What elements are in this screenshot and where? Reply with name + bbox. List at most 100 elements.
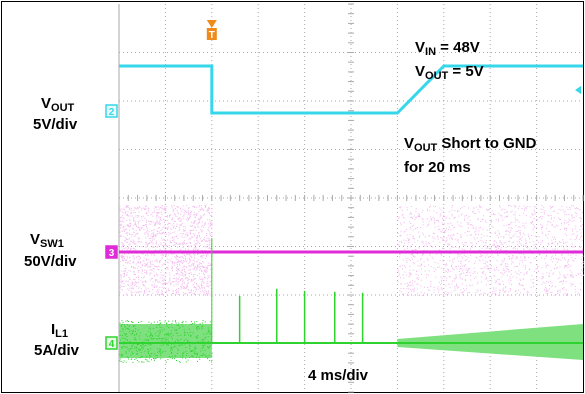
- vsw1-noise-dot: [408, 294, 410, 296]
- il1-noise-dot: [130, 348, 132, 350]
- vsw1-noise-dot: [537, 266, 539, 267]
- il1-switching-noise: [119, 320, 213, 363]
- vsw1-noise-dot: [509, 277, 511, 279]
- vsw1-noise-dot: [189, 278, 191, 280]
- vsw1-noise-dot: [420, 263, 422, 265]
- vsw1-noise-dot: [411, 206, 413, 207]
- vsw1-noise-dot: [126, 214, 128, 216]
- vsw1-noise-dot: [518, 289, 520, 291]
- vsw1-noise-dot: [437, 288, 439, 290]
- il1-noise-dot: [162, 344, 164, 346]
- vsw1-noise-dot: [522, 284, 524, 286]
- il1-noise-dot: [191, 323, 193, 325]
- vsw1-noise-dot: [543, 276, 545, 278]
- vsw1-noise-dot: [189, 269, 191, 271]
- vsw1-noise-dot: [193, 247, 195, 249]
- vsw1-noise-dot: [428, 270, 430, 272]
- vsw1-noise-dot: [423, 261, 425, 263]
- vsw1-noise-dot: [181, 271, 183, 273]
- vsw1-noise-dot: [192, 268, 194, 270]
- vsw1-noise-dot: [411, 254, 413, 256]
- trigger-label: T: [209, 30, 215, 41]
- vsw1-noise-dot: [137, 233, 139, 235]
- il1-noise-dot: [167, 345, 169, 346]
- vsw1-noise-dot: [151, 241, 153, 243]
- vsw1-noise-dot: [485, 263, 487, 265]
- vsw1-noise-dot: [208, 244, 210, 246]
- vsw1-noise-dot: [409, 269, 411, 271]
- vsw1-noise-dot: [180, 211, 182, 212]
- il1-noise-dot: [146, 359, 148, 361]
- vsw1-noise-dot: [503, 291, 505, 293]
- vsw1-noise-dot: [429, 210, 431, 212]
- vsw1-noise-dot: [503, 259, 505, 261]
- vsw1-noise-dot: [177, 268, 179, 270]
- vsw1-noise-dot: [200, 263, 202, 264]
- il1-noise-dot: [178, 325, 180, 327]
- il1-noise-dot: [139, 348, 141, 350]
- vsw1-noise-dot: [487, 209, 489, 211]
- vsw1-noise-dot: [179, 261, 181, 263]
- vsw1-noise-dot: [478, 211, 480, 213]
- vsw1-noise-dot: [128, 246, 129, 248]
- vsw1-noise-dot: [500, 242, 502, 243]
- il1-noise-dot: [186, 355, 187, 357]
- vsw1-noise-dot: [133, 220, 135, 222]
- vsw1-noise-dot: [516, 236, 518, 238]
- il1-noise-dot: [191, 355, 193, 357]
- vsw1-noise-dot: [148, 294, 150, 296]
- vsw1-noise-dot: [168, 259, 170, 261]
- vsw1-noise-dot: [555, 258, 557, 259]
- vsw1-noise-dot: [207, 282, 209, 284]
- vsw1-noise-dot: [567, 248, 569, 250]
- vsw1-noise-dot: [527, 247, 529, 249]
- vsw1-noise-dot: [172, 262, 174, 264]
- vsw1-noise-dot: [182, 226, 184, 228]
- vsw1-noise-dot: [200, 217, 202, 219]
- vsw1-noise-dot: [132, 294, 134, 296]
- il1-noise-dot: [138, 348, 140, 350]
- vsw1-noise-dot: [415, 249, 417, 250]
- vsw1-noise-dot: [177, 256, 179, 258]
- vsw1-noise-dot: [535, 289, 537, 291]
- vsw1-noise-dot: [433, 287, 435, 288]
- vsw1-noise-dot: [466, 274, 468, 276]
- il1-noise-dot: [177, 339, 178, 341]
- vsw1-noise-dot: [188, 216, 190, 218]
- vsw1-noise-dot: [571, 214, 573, 216]
- vsw1-noise-dot: [183, 268, 185, 270]
- vsw1-noise-dot: [123, 274, 125, 276]
- vsw1-noise-dot: [547, 214, 549, 216]
- vsw1-noise-dot: [140, 227, 142, 229]
- vsw1-noise-dot: [553, 220, 555, 222]
- il1-noise-dot: [209, 332, 210, 334]
- vsw1-noise-dot: [183, 292, 185, 294]
- ch4-marker-box: [105, 336, 118, 350]
- vsw1-noise-dot: [136, 257, 138, 259]
- vsw1-noise-dot: [410, 289, 412, 291]
- vsw1-noise-dot: [164, 206, 166, 208]
- vsw1-noise-dot: [582, 266, 584, 268]
- il1-noise-dot: [158, 351, 160, 353]
- il1-noise-dot: [129, 341, 131, 342]
- vsw1-noise-dot: [480, 237, 482, 239]
- il1-noise-dot: [174, 358, 175, 360]
- vsw1-noise-dot: [194, 213, 196, 215]
- vsw1-noise-dot: [421, 240, 423, 242]
- vsw1-noise-dot: [480, 207, 482, 208]
- il1-noise-dot: [164, 341, 166, 343]
- vsw1-noise-dot: [539, 254, 541, 256]
- vsw1-noise-dot: [555, 267, 557, 269]
- vsw1-noise-dot: [184, 213, 186, 215]
- il1-noise-dot: [189, 356, 190, 358]
- il1-noise-dot: [120, 326, 122, 327]
- il1-noise-dot: [155, 357, 157, 359]
- vsw1-noise-dot: [428, 223, 430, 225]
- vsw1-noise-dot: [160, 294, 162, 295]
- vsw1-noise-dot: [561, 281, 563, 282]
- il1-noise-dot: [119, 360, 121, 362]
- il1-noise-dot: [123, 341, 125, 343]
- vsw1-noise-dot: [508, 230, 510, 232]
- vsw1-noise-dot: [123, 208, 125, 210]
- vsw1-noise-dot: [138, 211, 140, 213]
